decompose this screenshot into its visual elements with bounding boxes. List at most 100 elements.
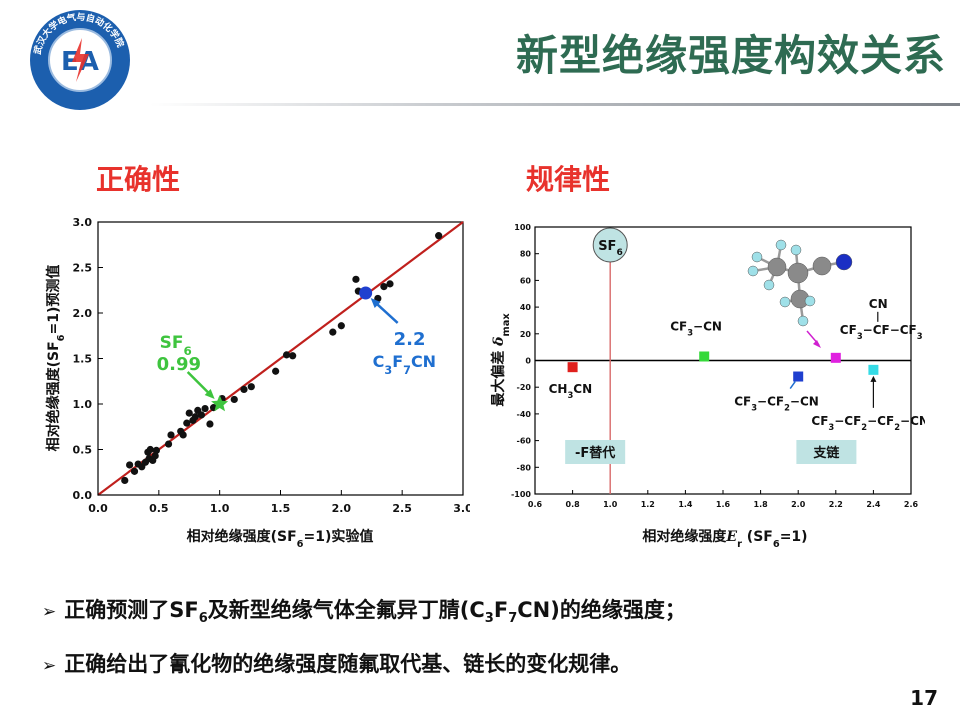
bullet-1-formula-c3f7cn: (C3F7CN) <box>459 598 560 627</box>
y-tick-label: 60 <box>520 276 532 285</box>
x-tick-label: 2.0 <box>332 502 352 515</box>
data-point <box>201 404 209 413</box>
y-tick-label: 2.0 <box>73 307 93 320</box>
x-tick-label: 1.6 <box>716 500 731 509</box>
molecule-atom <box>835 253 853 271</box>
molecule-atom <box>775 239 787 251</box>
data-point <box>289 352 297 360</box>
bullet-point-1: ➢ 正确预测了SF6及新型绝缘气体全氟异丁腈(C3F7CN)的绝缘强度； <box>42 594 686 626</box>
data-point <box>282 351 291 359</box>
arrow-bullet-icon: ➢ <box>42 602 57 622</box>
data-point <box>352 275 360 283</box>
parity-y-axis-label: 相对绝缘强度(SF6=1)预测值 <box>45 265 67 452</box>
data-point <box>151 452 159 460</box>
c3f7cn-value-label: 2.2 <box>394 329 426 350</box>
c3f7cn-label: C3F7CN <box>373 352 436 377</box>
y-tick-label: 0.5 <box>73 444 93 457</box>
molecule-atom <box>779 296 791 308</box>
parity-x-axis-label: 相对绝缘强度(SF6=1)实验值 <box>187 528 374 550</box>
y-tick-label: 0 <box>525 357 531 366</box>
sf6-star-marker <box>211 395 229 412</box>
label-cf3-cn: CF3−CN <box>670 319 722 337</box>
y-tick-label: -80 <box>517 463 532 472</box>
logo-bolt-icon <box>72 38 89 82</box>
data-point <box>179 431 187 439</box>
data-point <box>197 411 206 419</box>
y-tick-label: 3.0 <box>73 216 93 229</box>
y-tick-label: 1.5 <box>73 353 93 366</box>
y-tick-label: -40 <box>517 410 532 419</box>
deviation-point <box>567 362 578 373</box>
bullet-1-formula-sf6: SF6 <box>169 598 208 627</box>
molecule-atom <box>767 257 787 277</box>
x-tick-label: 1.5 <box>271 502 291 515</box>
group-label-f-substitution-box <box>565 440 626 464</box>
deviation-chart: 0.6 0.8 1.0 1.2 1.4 1.6 1.8 2.0 2.2 2.4 2.6 100 80 60… <box>490 223 925 550</box>
x-tick-label: 0.5 <box>149 502 169 515</box>
molecule-atom <box>797 315 809 327</box>
y-tick-label: 80 <box>520 250 532 259</box>
y-tick-label: 100 <box>514 223 531 232</box>
section-title-regularity: 规律性 <box>526 163 611 196</box>
data-point <box>435 232 443 240</box>
x-tick-label: 2.2 <box>829 500 843 509</box>
x-tick-label: 2.4 <box>866 500 881 509</box>
data-point <box>121 476 129 485</box>
group-label-branch: 支链 <box>812 445 840 461</box>
bullet-2-text: 正确给出了氰化物的绝缘强度随氟取代基、链长的变化规律。 <box>64 652 632 676</box>
x-tick-label: 2.0 <box>791 500 806 509</box>
cf3cf2cn-pointer <box>789 381 796 389</box>
data-point <box>130 467 139 475</box>
data-point <box>126 461 134 469</box>
sf6-reference-bubble <box>592 227 628 263</box>
molecule-atom <box>812 256 832 276</box>
x-tick-label: 0.6 <box>528 500 543 509</box>
bullet-1-prefix: 正确预测了 <box>64 598 170 622</box>
label-ch3cn: CH3CN <box>549 382 593 400</box>
sf6-label: SF6 <box>160 333 192 358</box>
data-point <box>386 280 394 288</box>
y-tick-label: -20 <box>517 383 532 392</box>
x-tick-label: 1.8 <box>754 500 769 509</box>
c3f7cn-marker <box>359 286 373 300</box>
y-tick-label: 1.0 <box>73 398 93 411</box>
label-cf3-cf-cf3: CF3−CF−CF3 <box>840 323 923 341</box>
sf6-reference-label: SF6 <box>598 239 623 258</box>
data-point <box>185 409 193 417</box>
x-tick-label: 1.4 <box>678 500 693 509</box>
data-point <box>206 420 214 428</box>
molecule-atom <box>747 265 759 277</box>
label-cf3-cf2-cn: CF3−CF2−CN <box>734 395 819 413</box>
deviation-point <box>699 351 710 362</box>
molecule-atom <box>804 295 816 307</box>
x-tick-label: 2.5 <box>392 502 412 515</box>
x-tick-label: 0.8 <box>566 500 581 509</box>
y-tick-label: 2.5 <box>73 262 93 275</box>
data-point <box>152 446 160 455</box>
deviation-x-axis-label: 相对绝缘强度Er (SF6=1) <box>642 528 807 550</box>
data-point <box>183 419 191 427</box>
data-point <box>240 385 248 394</box>
y-tick-label: 40 <box>520 303 532 312</box>
university-logo: 武汉大学电气与自动化学院 EA <box>30 10 130 110</box>
data-point <box>167 431 175 439</box>
bullet-point-2: ➢ 正确给出了氰化物的绝缘强度随氟取代基、链长的变化规律。 <box>42 648 631 678</box>
sf6-arrow-head <box>204 389 215 399</box>
group-label-f-substitution: -F替代 <box>575 445 615 461</box>
x-tick-label: 2.6 <box>904 500 919 509</box>
molecule-atom <box>787 262 809 284</box>
section-title-correctness: 正确性 <box>96 163 181 196</box>
c3f7cn-arrow-head <box>370 297 381 308</box>
molecule-atom <box>790 244 802 256</box>
slide-title: 新型绝缘强度构效关系 <box>515 31 946 80</box>
deviation-point <box>830 352 841 363</box>
sf6-value-label: 0.99 <box>157 354 201 375</box>
y-tick-label: -100 <box>511 490 531 499</box>
x-tick-label: 1.0 <box>210 502 230 515</box>
y-tick-label: 0.0 <box>73 489 93 502</box>
y-tick-label: 20 <box>520 330 532 339</box>
data-point <box>247 383 255 391</box>
deviation-point <box>868 364 879 375</box>
deviation-y-axis-label: 最大偏差 δmax <box>490 313 512 407</box>
